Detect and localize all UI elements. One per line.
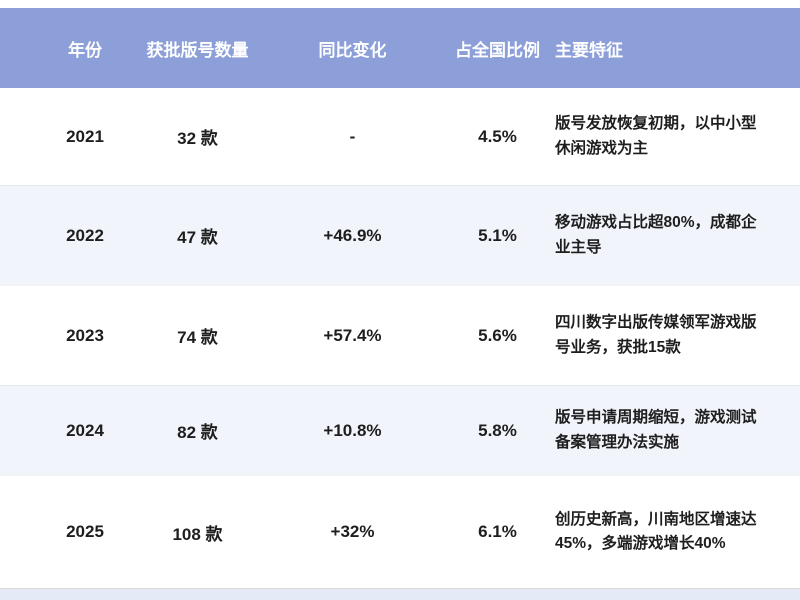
cell-year: 2023 [66, 325, 104, 345]
cell-change: +32% [330, 522, 375, 541]
cell-feature: 版号发放恢复初期，以中小型休闲游戏为主 [555, 115, 757, 157]
cell-year: 2024 [66, 420, 104, 440]
cell-feature: 移动游戏占比超80%，成都企业主导 [555, 214, 757, 256]
cell-count: 108 款 [172, 524, 223, 544]
cell-feature: 版号申请周期缩短，游戏测试备案管理办法实施 [555, 409, 757, 451]
header-year: 年份 [68, 40, 102, 60]
cell-share: 5.8% [478, 420, 517, 440]
table-row: 2022 47 款 +46.9% 5.1% 移动游戏占比超80%，成都企业主导 [0, 185, 800, 285]
table-row: 2025 108 款 +32% 6.1% 创历史新高，川南地区增速达45%，多端游戏增长… [0, 475, 800, 588]
cell-share: 5.1% [478, 225, 517, 245]
cell-count: 47 款 [177, 228, 218, 247]
cell-year: 2021 [66, 126, 104, 146]
cell-feature: 四川数字出版传媒领军游戏版号业务，获批15款 [555, 314, 757, 356]
cell-year: 2025 [66, 522, 104, 541]
table-header-row: 年份 获批版号数量 同比变化 占全国比例 主要特征 [0, 8, 800, 88]
footer-bar [0, 588, 800, 600]
cell-year: 2022 [66, 225, 104, 245]
cell-feature: 创历史新高，川南地区增速达45%，多端游戏增长40% [555, 510, 757, 552]
cell-change: +57.4% [323, 325, 382, 345]
header-change: 同比变化 [318, 40, 387, 60]
top-margin-strip [0, 0, 800, 8]
cell-change: +46.9% [323, 225, 382, 245]
cell-count: 74 款 [177, 328, 218, 347]
table-body: 2021 32 款 - 4.5% 版号发放恢复初期，以中小型休闲游戏为主 2022 47 款… [0, 88, 800, 588]
cell-share: 6.1% [478, 522, 517, 541]
cell-count: 32 款 [177, 129, 218, 148]
table-row: 2021 32 款 - 4.5% 版号发放恢复初期，以中小型休闲游戏为主 [0, 88, 800, 185]
header-share: 占全国比例 [455, 40, 540, 60]
table-row: 2023 74 款 +57.4% 5.6% 四川数字出版传媒领军游戏版号业务，获批15款 [0, 285, 800, 385]
cell-share: 4.5% [478, 126, 517, 146]
header-feature: 主要特征 [555, 40, 623, 60]
cell-change: - [349, 126, 356, 146]
cell-share: 5.6% [478, 325, 517, 345]
header-count: 获批版号数量 [146, 40, 249, 60]
table-row: 2024 82 款 +10.8% 5.8% 版号申请周期缩短，游戏测试备案管理办法实施 [0, 385, 800, 475]
cell-count: 82 款 [177, 423, 218, 442]
cell-change: +10.8% [323, 420, 382, 440]
